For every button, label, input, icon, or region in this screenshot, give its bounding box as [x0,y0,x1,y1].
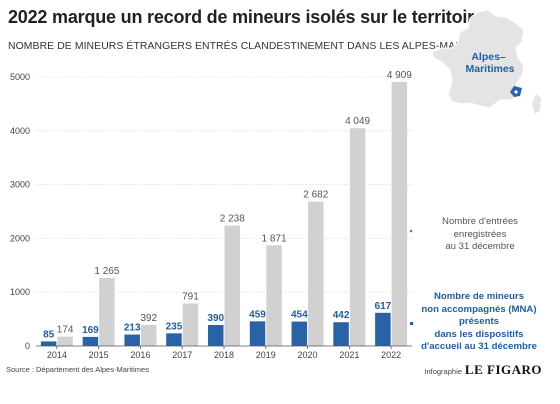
corsica-shape [532,94,541,114]
bar-mna [249,321,266,346]
x-tick-label: 2014 [47,350,67,360]
annotation-blue-line: Nombre de mineurs [433,291,525,302]
data-label-entrees: 2 238 [220,214,245,225]
annotation-grey: Nombre d'entrées enregistrées au 31 déce… [418,216,542,254]
x-tick-label: 2018 [214,350,234,360]
source-note: Source : Département des Alpes-Maritimes [6,365,149,374]
data-label-mna: 617 [375,301,392,312]
y-tick-label: 5000 [10,72,30,82]
data-label-entrees: 791 [182,291,199,302]
y-tick-label: 0 [25,341,30,351]
x-tick-label: 2017 [172,350,192,360]
credit: Infographie LE FIGARO [424,362,542,378]
map-label: Alpes– Maritimes [465,51,514,75]
bar-entrees [308,201,324,346]
map-label-line-2: Maritimes [465,63,514,75]
bar-mna [375,312,391,346]
annotation-grey-line: au 31 décembre [445,241,515,252]
france-map: Alpes– Maritimes [431,9,541,114]
chart-title: 2022 marque un record de mineurs isolés … [8,7,484,27]
bar-mna [208,325,224,346]
brand-logo: LE FIGARO [464,362,542,377]
data-label-mna: 454 [291,310,308,321]
y-tick-label: 2000 [10,233,30,243]
data-label-mna: 235 [166,321,183,332]
map-label-line-1: Alpes– [471,51,506,63]
data-label-mna: 459 [249,309,266,320]
bar-entrees [349,128,366,346]
credit-label: Infographie [424,367,462,376]
annotation-grey-dot [409,229,413,233]
map-marker [514,90,518,94]
data-label-entrees: 2 682 [303,190,328,201]
bar-entrees [182,303,199,346]
data-label-mna: 213 [124,323,141,334]
bar-mna [333,322,349,346]
y-tick-label: 3000 [10,180,30,190]
bar-mna [82,336,99,346]
x-tick-label: 2019 [256,350,276,360]
y-tick-label: 1000 [10,287,30,297]
annotation-blue-marker [410,322,414,325]
bar-entrees [224,225,240,346]
data-label-entrees: 4 909 [387,70,412,81]
bar-entrees [266,245,282,346]
data-label-entrees: 1 871 [262,233,287,244]
bar-entrees [140,324,157,346]
annotation-blue-line: d'accueil au 31 décembre [421,341,537,352]
data-label-entrees: 392 [140,313,157,324]
x-tick-label: 2020 [298,350,318,360]
data-label-mna: 85 [43,329,55,340]
bar-mna [291,321,308,346]
bar-mna [40,341,57,346]
annotation-blue: Nombre de mineurs non accompagnés (MNA) … [414,291,544,354]
data-label-entrees: 174 [57,325,74,336]
bars [40,81,408,346]
chart-subtitle: NOMBRE DE MINEURS ÉTRANGERS ENTRÉS CLAND… [8,41,498,52]
annotation-blue-line: dans les dispositifs [434,328,524,340]
annotation-blue-line: non accompagnés (MNA) présents [421,303,537,328]
bar-mna [166,333,182,346]
x-tick-label: 2022 [381,350,401,360]
y-tick-label: 4000 [10,126,30,136]
data-label-entrees: 4 049 [345,116,370,127]
x-tick-label: 2016 [130,350,150,360]
bar-mna [124,334,140,346]
data-label-mna: 442 [333,310,350,321]
bar-entrees [57,336,73,346]
data-label-entrees: 1 265 [94,266,119,277]
x-tick-label: 2021 [339,350,359,360]
data-label-mna: 390 [207,313,224,324]
bar-entrees [391,81,408,346]
axes: 0 1000 2000 3000 4000 5000 2014 2015 2016 2017 201… [10,72,412,360]
annotation-grey-line: enregistrées [453,228,507,240]
bar-entrees [99,277,115,346]
x-tick-label: 2015 [89,350,109,360]
france-shape [431,9,525,109]
annotation-grey-line: Nombre d'entrées [442,216,518,227]
data-label-mna: 169 [82,325,99,336]
